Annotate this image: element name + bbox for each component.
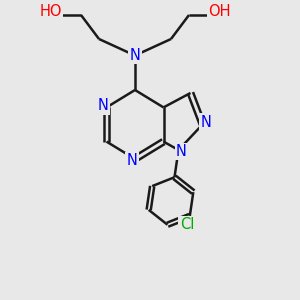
Text: N: N: [98, 98, 108, 113]
Text: N: N: [201, 115, 212, 130]
Text: N: N: [127, 153, 137, 168]
Text: N: N: [130, 48, 140, 63]
Text: OH: OH: [208, 4, 230, 19]
Text: HO: HO: [40, 4, 62, 19]
Text: Cl: Cl: [180, 218, 194, 232]
Text: N: N: [176, 144, 187, 159]
